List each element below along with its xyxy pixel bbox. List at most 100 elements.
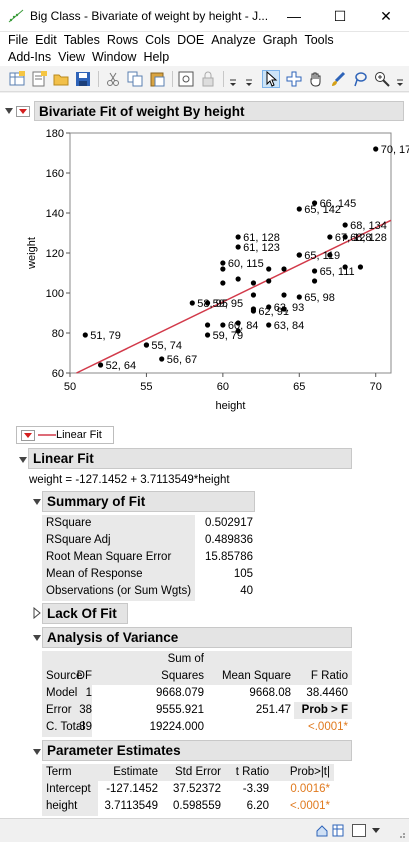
data-table-icon[interactable] (332, 824, 344, 837)
data-point (220, 260, 226, 266)
anova-source-header: Source (46, 670, 83, 682)
new-script-icon[interactable] (30, 70, 48, 88)
red-triangle-menu-icon[interactable] (16, 105, 30, 117)
menu-tables[interactable]: Tables (63, 33, 100, 47)
params-estimate-header: Estimate (113, 766, 158, 778)
minimize-button[interactable]: — (287, 8, 301, 24)
summary-label-3: Mean of Response (46, 568, 143, 580)
y-axis-label: weight (26, 237, 38, 270)
lasso-tool-icon[interactable] (351, 70, 369, 88)
anova-row-model-f: 38.4460 (306, 687, 348, 699)
menu-row-1: File Edit Tables Rows Cols DOE Analyze G… (6, 33, 339, 49)
x-tick-label: 60 (217, 381, 229, 393)
zoom-tool-icon[interactable] (373, 70, 391, 88)
close-button[interactable]: ✕ (380, 7, 392, 24)
y-tick-label: 120 (46, 248, 64, 260)
window-list-box[interactable] (352, 824, 366, 837)
menu-bar: File Edit Tables Rows Cols DOE Analyze G… (0, 32, 409, 66)
anova-row-model-ss: 9668.079 (156, 687, 204, 699)
menu-view[interactable]: View (58, 50, 85, 64)
anova-row-error-ss: 9555.921 (156, 704, 204, 716)
data-point (250, 306, 257, 312)
paste-icon[interactable] (148, 70, 166, 88)
open-icon[interactable] (52, 70, 70, 88)
point-label: 70, 172 (381, 144, 409, 156)
x-tick-label: 65 (293, 381, 305, 393)
y-tick-label: 160 (46, 168, 64, 180)
menu-edit[interactable]: Edit (35, 33, 57, 47)
toolbar-overflow-2-icon[interactable] (243, 70, 255, 88)
lack-of-fit-expand-icon[interactable] (32, 607, 42, 619)
data-point (97, 362, 104, 368)
params-row-intercept-se: 37.52372 (173, 783, 221, 795)
toolbar-overflow-3-icon[interactable] (394, 70, 406, 88)
brush-tool-icon[interactable] (329, 70, 347, 88)
journal-icon[interactable] (177, 70, 195, 88)
toolbar-overflow-1-icon[interactable] (227, 70, 239, 88)
anova-collapse-icon[interactable] (32, 633, 42, 643)
point-label: 55, 74 (151, 340, 182, 352)
lock-icon[interactable] (199, 70, 217, 88)
anova-row-model-df: 1 (85, 687, 92, 699)
bivariate-header: Bivariate Fit of weight By height (16, 101, 404, 121)
point-label: 65, 98 (304, 292, 335, 304)
data-point (327, 234, 333, 240)
fit-legend: Linear Fit (16, 426, 114, 444)
maximize-button[interactable]: ☐ (333, 7, 347, 24)
menu-rows[interactable]: Rows (106, 33, 139, 47)
params-row-intercept-p: 0.0016* (290, 783, 330, 795)
menu-cols[interactable]: Cols (145, 33, 171, 47)
status-bar (0, 818, 409, 842)
params-header: Parameter Estimates (42, 740, 352, 761)
menu-doe[interactable]: DOE (177, 33, 205, 47)
save-icon[interactable] (74, 70, 92, 88)
anova-row-total-ss: 19224.000 (149, 721, 204, 733)
lack-of-fit-header: Lack Of Fit (42, 603, 128, 624)
y-tick-label: 140 (46, 208, 64, 220)
crosshair-tool-icon[interactable] (285, 70, 303, 88)
point-label: 65, 119 (304, 250, 340, 262)
menu-graph[interactable]: Graph (262, 33, 298, 47)
menu-window[interactable]: Window (91, 50, 137, 64)
data-point (357, 264, 364, 270)
point-label: 58, 95 (197, 298, 228, 310)
menu-analyze[interactable]: Analyze (211, 33, 256, 47)
cut-icon[interactable] (104, 70, 122, 88)
anova-prob-f-value: <.0001* (308, 721, 348, 733)
window-title: Big Class - Bivariate of weight by heigh… (30, 9, 269, 23)
anova-row-total-source: C. Total (46, 721, 85, 733)
new-table-icon[interactable] (8, 70, 26, 88)
anova-row-error-source: Error (46, 704, 72, 716)
data-point (311, 268, 318, 274)
data-point (204, 322, 211, 328)
window-list-dropdown-icon[interactable] (372, 828, 380, 834)
hand-tool-icon[interactable] (307, 70, 325, 88)
scatter-plot[interactable]: 60 80 100 120 140 160 180 50 55 60 65 70 height weigh… (0, 125, 409, 421)
menu-help[interactable]: Help (143, 50, 170, 64)
params-row-height-term: height (46, 800, 78, 812)
menu-file[interactable]: File (8, 33, 29, 47)
data-point (296, 252, 302, 258)
menu-add-ins[interactable]: Add-Ins (8, 50, 52, 64)
x-tick-label: 70 (370, 381, 382, 393)
data-point (266, 304, 272, 310)
fit-legend-label: Linear Fit (56, 429, 102, 441)
menu-tools[interactable]: Tools (304, 33, 334, 47)
arrow-tool-icon[interactable] (262, 70, 280, 88)
data-point (266, 322, 272, 328)
anova-ms-header: Mean Square (221, 670, 291, 682)
linear-fit-menu-icon[interactable] (21, 429, 35, 441)
resize-grip-icon[interactable] (396, 827, 406, 839)
summary-table: RSquare 0.502917 RSquare Adj 0.489836 Root M… (42, 515, 257, 601)
anova-f-header: F Ratio (310, 670, 348, 682)
linear-fit-collapse-icon[interactable] (18, 455, 28, 465)
params-p-header: Prob>|t| (289, 766, 330, 778)
point-label: 61, 123 (243, 242, 280, 254)
params-collapse-icon[interactable] (32, 747, 42, 757)
collapse-triangle-icon[interactable] (4, 106, 14, 116)
params-table: Term Estimate Std Error t Ratio Prob>|t|… (42, 764, 334, 816)
home-icon[interactable] (316, 825, 328, 837)
summary-collapse-icon[interactable] (32, 497, 42, 507)
point-label: 68, 128 (350, 232, 387, 244)
copy-icon[interactable] (126, 70, 144, 88)
